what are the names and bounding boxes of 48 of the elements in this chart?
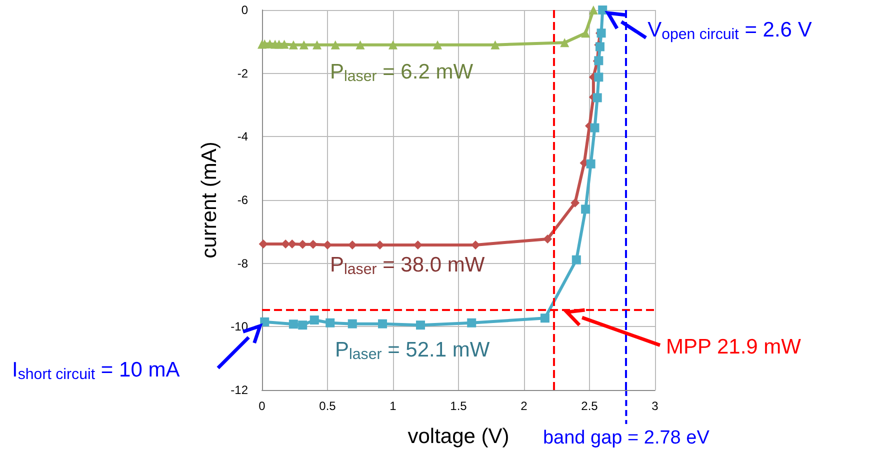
- point: [592, 93, 602, 102]
- text: MPP 21.9 mW: [666, 336, 802, 358]
- point: [572, 255, 581, 264]
- y-tick-label: -12: [230, 383, 248, 397]
- point: [588, 6, 598, 14]
- point: [467, 318, 476, 328]
- y-tick-label: -4: [237, 130, 248, 144]
- y-axis-title: current (mA): [198, 142, 221, 258]
- x-tick-label: 1.5: [450, 399, 468, 413]
- point: [560, 38, 570, 48]
- x-tick-label: 0: [258, 399, 266, 413]
- point: [288, 40, 298, 50]
- point: [326, 318, 335, 328]
- point: [540, 314, 550, 323]
- x-tick-label: 2: [520, 399, 528, 413]
- point: [388, 40, 398, 50]
- point: [310, 316, 319, 325]
- y-tick-label: -6: [237, 193, 248, 207]
- point: [590, 123, 600, 132]
- point: [570, 198, 580, 208]
- point: [299, 40, 308, 50]
- point: [433, 40, 442, 50]
- y-tick-label: -2: [237, 66, 248, 80]
- x-tick-label: 2.5: [581, 399, 598, 413]
- point: [594, 72, 604, 82]
- point: [298, 320, 308, 330]
- point: [288, 320, 298, 329]
- y-tick-label: 0: [241, 3, 248, 17]
- y-tick-label: -8: [237, 256, 248, 270]
- point: [581, 28, 590, 38]
- x-tick-label: 0.5: [319, 399, 336, 413]
- point: [356, 40, 365, 50]
- ref-line-label: band gap = 2.78 eV: [542, 428, 710, 448]
- point: [378, 319, 388, 328]
- point: [312, 40, 322, 50]
- point: [490, 40, 500, 50]
- point: [348, 319, 357, 328]
- point: [330, 40, 340, 50]
- x-tick-label: 1: [390, 399, 397, 413]
- point: [416, 320, 426, 330]
- point: [586, 159, 596, 168]
- point: [598, 6, 608, 14]
- point: [581, 204, 590, 214]
- x-axis-title: voltage (V): [408, 425, 510, 448]
- point: [260, 317, 270, 326]
- x-tick-label: 3: [652, 399, 659, 413]
- point: [280, 40, 289, 49]
- point: [543, 234, 552, 244]
